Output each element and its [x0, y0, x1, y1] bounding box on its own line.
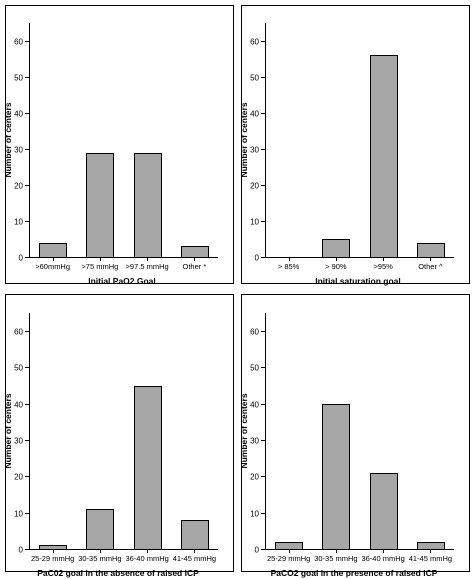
y-tick-label: 30 — [14, 437, 23, 446]
y-tick-label: 30 — [14, 146, 23, 155]
y-tick-label: 60 — [14, 328, 23, 337]
x-tick-label: 25-29 mmHg — [267, 554, 310, 563]
x-tick-label: > 85% — [278, 262, 300, 271]
bar-0 — [39, 243, 67, 258]
y-tick-label: 30 — [250, 146, 259, 155]
bar-2 — [134, 153, 162, 258]
x-axis-label: PaCO2 goal in the presence of raised ICP — [271, 568, 438, 578]
x-tick-label: >97.5 mmHg — [126, 262, 169, 271]
chart-svg: 0 10 20 30 40 50 60 Number of centers >60mmHg >75… — [3, 5, 234, 286]
x-tick-label: Other * — [182, 262, 206, 271]
x-tick-label: 30-35 mmHg — [78, 554, 121, 563]
bar-0 — [39, 545, 67, 550]
bar-2 — [370, 55, 398, 258]
bar-3 — [417, 243, 445, 258]
bar-3 — [181, 520, 209, 550]
x-axis-label: Initial PaO2 Goal — [88, 276, 156, 286]
bar-3 — [417, 542, 445, 550]
y-tick-label: 10 — [250, 218, 259, 227]
y-axis-label: Number of centers — [3, 393, 13, 468]
y-axis-label: Number of centers — [239, 102, 249, 177]
chart-paco2-absence-raised-icp: 0 10 20 30 40 50 60 Number of centers 25-29 mmHg… — [0, 289, 236, 578]
bar-1 — [86, 153, 114, 258]
chart-svg: 0 10 20 30 40 50 60 Number of centers > 85% > 90%… — [239, 5, 470, 286]
chart-initial-saturation-goal: 0 10 20 30 40 50 60 Number of centers > 85% > 90%… — [236, 0, 472, 289]
bar-2 — [370, 473, 398, 550]
bar-2 — [134, 386, 162, 550]
bar-1 — [322, 404, 350, 550]
bar-1 — [86, 509, 114, 550]
y-tick-label: 60 — [14, 38, 23, 47]
x-axis-label: PaC02 goal in the absence of raised ICP — [37, 568, 199, 578]
y-tick-label: 10 — [14, 218, 23, 227]
x-tick-label: 25-29 mmHg — [31, 554, 74, 563]
x-tick-label: 30-35 mmHg — [314, 554, 357, 563]
y-tick-label: 10 — [250, 510, 259, 519]
y-tick-label: 0 — [255, 254, 260, 263]
chart-svg: 0 10 20 30 40 50 60 Number of centers 25-29 mmHg… — [239, 294, 470, 578]
y-tick-label: 10 — [14, 510, 23, 519]
x-tick-label: >60mmHg — [35, 262, 70, 271]
x-tick-label: 41-45 mmHg — [173, 554, 216, 563]
y-tick-label: 40 — [14, 401, 23, 410]
y-tick-label: 40 — [250, 110, 259, 119]
y-tick-label: 60 — [250, 328, 259, 337]
y-tick-label: 0 — [19, 546, 24, 555]
y-axis-label: Number of centers — [239, 393, 249, 468]
y-tick-label: 60 — [250, 38, 259, 47]
y-tick-label: 40 — [250, 401, 259, 410]
chart-frame — [241, 294, 470, 572]
chart-svg: 0 10 20 30 40 50 60 Number of centers 25-29 mmHg… — [3, 294, 234, 578]
x-tick-label: 36-40 mmHg — [125, 554, 168, 563]
chart-frame — [5, 5, 234, 284]
x-axis-label: Initial saturation goal — [315, 276, 400, 286]
y-tick-label: 30 — [250, 437, 259, 446]
y-tick-label: 20 — [250, 182, 259, 191]
chart-frame — [241, 5, 470, 284]
y-tick-label: 50 — [250, 74, 259, 83]
bar-3 — [181, 246, 209, 258]
bar-0 — [275, 542, 303, 550]
y-tick-label: 20 — [250, 473, 259, 482]
bar-1 — [322, 239, 350, 258]
y-axis-label: Number of centers — [3, 102, 13, 177]
x-tick-label: 36-40 mmHg — [361, 554, 404, 563]
chart-initial-pao2-goal: 0 10 20 30 40 50 60 Number of centers >60mmHg >75… — [0, 0, 236, 289]
y-tick-label: 50 — [250, 364, 259, 373]
x-tick-label: >75 mmHg — [81, 262, 118, 271]
y-tick-label: 0 — [19, 254, 24, 263]
y-tick-label: 20 — [14, 182, 23, 191]
x-tick-label: 41-45 mmHg — [409, 554, 452, 563]
y-tick-label: 50 — [14, 74, 23, 83]
y-tick-label: 50 — [14, 364, 23, 373]
y-tick-label: 20 — [14, 473, 23, 482]
chart-paco2-presence-raised-icp: 0 10 20 30 40 50 60 Number of centers 25-29 mmHg… — [236, 289, 472, 578]
x-tick-label: > 90% — [325, 262, 347, 271]
y-tick-label: 0 — [255, 546, 260, 555]
x-tick-label: Other ^ — [418, 262, 443, 271]
y-tick-label: 40 — [14, 110, 23, 119]
x-tick-label: >95% — [373, 262, 393, 271]
